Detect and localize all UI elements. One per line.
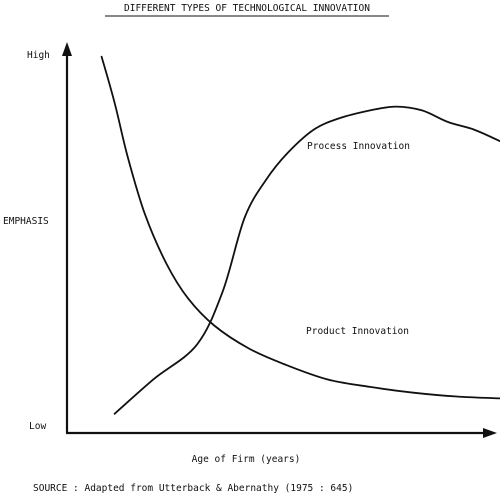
series-process-innovation xyxy=(113,105,500,415)
x-axis-label: Age of Firm (years) xyxy=(192,454,301,465)
source-note: SOURCE : Adapted from Utterback & Aberna… xyxy=(33,483,353,494)
x-axis-arrowhead xyxy=(483,428,497,438)
series-layer xyxy=(100,55,500,415)
y-axis-label: EMPHASIS xyxy=(3,216,49,227)
y-axis-arrowhead xyxy=(62,42,72,56)
series-product-innovation xyxy=(100,55,500,400)
y-tick-label-low: Low xyxy=(29,421,46,432)
series-line-product-innovation xyxy=(100,55,500,400)
series-label-process-innovation: Process Innovation xyxy=(307,141,410,152)
series-label-product-innovation: Product Innovation xyxy=(306,326,409,337)
series-line-process-innovation xyxy=(113,105,500,415)
y-tick-label-high: High xyxy=(27,50,50,61)
chart-title: DIFFERENT TYPES OF TECHNOLOGICAL INNOVAT… xyxy=(124,3,370,14)
